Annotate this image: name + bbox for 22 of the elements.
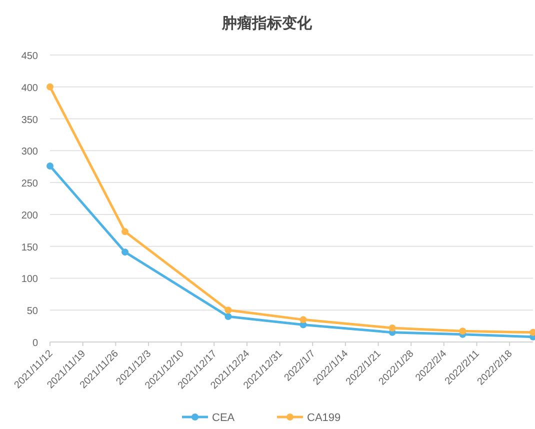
point <box>459 328 466 335</box>
legend-label: CA199 <box>307 412 341 424</box>
y-tick-label: 400 <box>21 82 38 94</box>
point <box>224 306 232 314</box>
y-tick-label: 150 <box>21 242 38 254</box>
point <box>122 248 129 256</box>
legend-label: CEA <box>212 412 236 424</box>
point <box>46 162 54 170</box>
point <box>122 228 129 236</box>
y-tick-label: 50 <box>26 306 38 318</box>
y-tick-label: 300 <box>21 146 38 158</box>
y-tick-label: 100 <box>21 274 38 286</box>
y-tick-label: 350 <box>21 114 38 126</box>
y-tick-label: 250 <box>21 178 38 190</box>
point <box>224 312 232 320</box>
y-tick-label: 450 <box>21 51 38 62</box>
point <box>46 83 54 90</box>
point <box>388 324 396 332</box>
y-tick-label: 200 <box>21 210 38 222</box>
point <box>300 316 307 324</box>
y-tick-label: 0 <box>32 338 38 349</box>
chart-title: 肿瘤指标变化 <box>221 14 313 32</box>
